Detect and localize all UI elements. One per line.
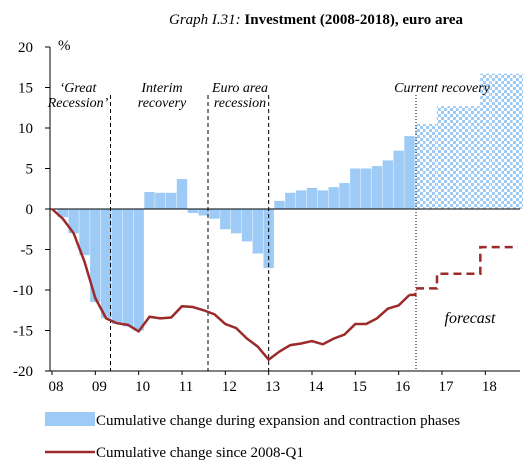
annotation: ‘Great — [60, 81, 98, 96]
bar — [111, 209, 123, 325]
bar — [90, 209, 101, 303]
x-tick-label: 17 — [439, 379, 455, 395]
annotation: recovery — [138, 96, 187, 111]
bar — [447, 106, 459, 209]
annotation: recession — [214, 96, 266, 111]
bar — [241, 209, 253, 242]
bar — [382, 160, 394, 209]
bar — [144, 191, 155, 209]
bar — [360, 168, 372, 209]
bar — [501, 73, 513, 209]
bar — [220, 209, 231, 230]
bar — [480, 73, 491, 209]
bar — [230, 209, 242, 234]
bar — [252, 209, 264, 254]
x-tick-label: 18 — [482, 379, 497, 395]
bar — [415, 123, 426, 209]
bar — [371, 166, 383, 209]
bar — [295, 190, 307, 209]
bar — [209, 209, 220, 219]
y-tick-label: 20 — [18, 40, 33, 56]
bar — [79, 209, 90, 256]
legend-label: Cumulative change since 2008-Q1 — [96, 445, 304, 461]
x-tick-label: 10 — [135, 379, 150, 395]
bar — [393, 150, 404, 209]
bar — [490, 73, 502, 209]
bar — [350, 168, 361, 209]
bar — [404, 136, 415, 209]
y-tick-label: 15 — [18, 81, 33, 97]
bar — [274, 200, 285, 209]
bar — [100, 209, 112, 319]
y-tick-label: -20 — [13, 364, 33, 380]
annotation: Current recovery — [394, 81, 491, 96]
line — [51, 208, 411, 362]
y-tick-label: 5 — [26, 162, 34, 178]
bar — [68, 209, 79, 234]
annotation: Interim — [140, 81, 182, 96]
bar — [122, 209, 134, 327]
forecast-line — [409, 245, 518, 297]
annotation: forecast — [445, 310, 497, 327]
bar — [317, 190, 329, 209]
y-tick-label: -5 — [21, 243, 34, 259]
x-tick-label: 12 — [222, 379, 237, 395]
title-text: Investment (2008-2018), euro area — [244, 12, 463, 28]
annotation: Recession’ — [47, 96, 109, 111]
bar — [176, 179, 188, 209]
bar — [339, 183, 350, 209]
chart-title: Graph I.31: Investment (2008-2018), euro… — [169, 12, 463, 28]
bar — [425, 123, 437, 209]
bar — [165, 192, 177, 209]
bar — [512, 73, 524, 209]
bar — [285, 192, 296, 209]
legend-swatch — [45, 412, 95, 426]
bar — [306, 187, 318, 209]
x-tick-label: 09 — [92, 379, 107, 395]
bar — [187, 209, 199, 214]
y-tick-label: -15 — [13, 324, 33, 340]
x-tick-label: 15 — [352, 379, 367, 395]
bar — [198, 209, 209, 216]
legend-label: Cumulative change during expansion and c… — [96, 413, 460, 429]
x-tick-label: 08 — [49, 379, 64, 395]
x-tick-label: 14 — [309, 379, 325, 395]
y-tick-label: -10 — [13, 283, 33, 299]
x-tick-label: 13 — [265, 379, 280, 395]
annotation: Euro area — [211, 81, 268, 96]
bar — [436, 106, 448, 209]
bar — [469, 106, 480, 209]
y-tick-label: 0 — [26, 202, 34, 218]
bar — [458, 106, 469, 209]
y-unit: % — [58, 38, 71, 54]
bar — [133, 209, 144, 331]
bar — [328, 187, 339, 209]
x-tick-label: 16 — [395, 379, 411, 395]
title-prefix: Graph I.31: — [169, 12, 241, 28]
y-tick-label: 10 — [18, 121, 33, 137]
bar — [155, 192, 166, 209]
x-tick-label: 11 — [179, 379, 193, 395]
bar — [57, 209, 69, 218]
